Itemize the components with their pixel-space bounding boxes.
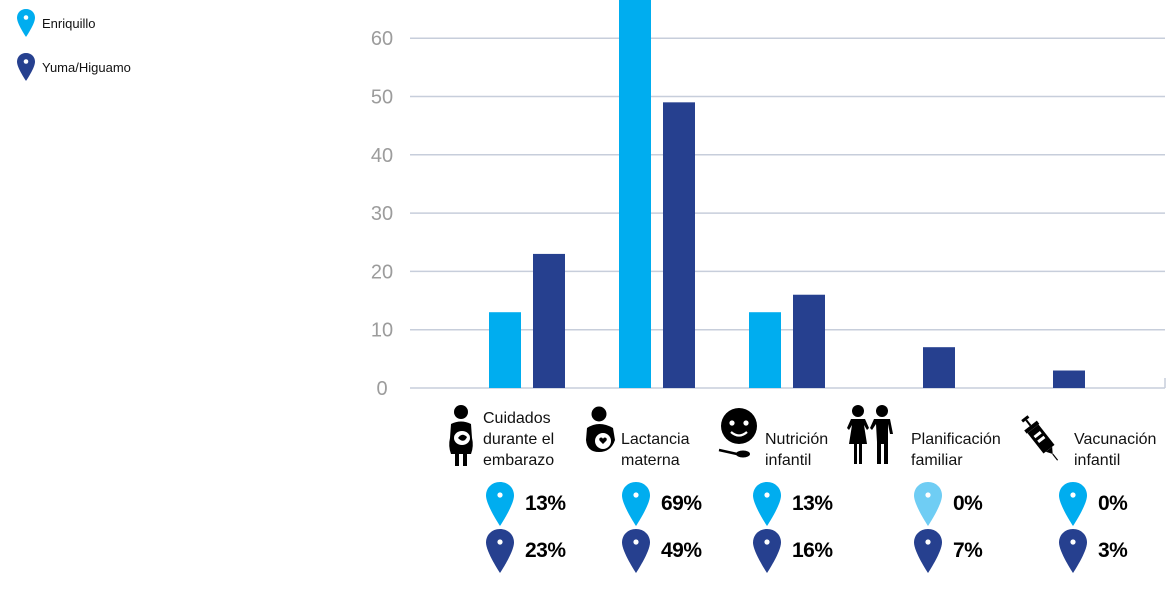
location-pin-icon xyxy=(486,482,514,526)
pct-value: 49% xyxy=(661,539,702,562)
y-tick-label: 20 xyxy=(371,261,393,283)
couple-icon xyxy=(847,405,893,464)
location-pin-icon xyxy=(914,482,942,526)
pct-enriquillo: 13% xyxy=(485,481,566,527)
pct-value: 0% xyxy=(1098,492,1128,515)
pct-enriquillo: 69% xyxy=(621,481,702,527)
category-label-line: Lactancia xyxy=(621,431,690,448)
category-vacunacion-infantil: Vacunación infantil 0% 3% xyxy=(1020,404,1170,594)
y-tick-label: 10 xyxy=(371,320,393,342)
category-label-line: infantil xyxy=(765,452,812,469)
category-label-line: embarazo xyxy=(483,452,555,469)
bar-chart: 0 10 20 30 40 50 60 xyxy=(371,0,1166,400)
bar xyxy=(793,294,825,388)
pct-value: 3% xyxy=(1098,539,1128,562)
breastfeeding-icon xyxy=(586,406,615,452)
category-label: Nutrición infantil xyxy=(765,429,828,471)
location-pin-icon xyxy=(1059,482,1087,526)
pct-yuma: 23% xyxy=(485,528,566,574)
category-label: Planificación familiar xyxy=(911,429,1001,471)
category-label: Lactancia materna xyxy=(621,429,690,471)
location-pin-icon xyxy=(753,529,781,573)
pregnant-woman-icon xyxy=(449,405,473,466)
location-pin-icon xyxy=(17,9,35,37)
pct-yuma: 7% xyxy=(913,528,983,574)
bar xyxy=(1053,370,1085,388)
category-label-line: Cuidados xyxy=(483,410,551,427)
pct-yuma: 3% xyxy=(1058,528,1128,574)
pct-yuma: 49% xyxy=(621,528,702,574)
pct-enriquillo: 0% xyxy=(913,481,983,527)
legend-item-yuma-higuamo: Yuma/Higuamo xyxy=(16,52,131,82)
pct-value: 13% xyxy=(525,492,566,515)
category-label-line: infantil xyxy=(1074,452,1121,469)
legend-item-enriquillo: Enriquillo xyxy=(16,8,131,38)
category-label-line: Planificación xyxy=(911,431,1001,448)
category-label-line: Vacunación xyxy=(1074,431,1157,448)
location-pin-icon xyxy=(486,529,514,573)
legend: Enriquillo Yuma/Higuamo xyxy=(16,8,131,96)
pct-enriquillo: 13% xyxy=(752,481,833,527)
bar xyxy=(619,0,651,388)
pct-value: 7% xyxy=(953,539,983,562)
pct-value: 69% xyxy=(661,492,702,515)
syringe-icon xyxy=(1021,415,1059,461)
child-feeding-icon xyxy=(718,408,757,458)
pct-value: 16% xyxy=(792,539,833,562)
location-pin-icon xyxy=(622,482,650,526)
category-label-line: materna xyxy=(621,452,680,469)
bar xyxy=(489,312,521,388)
legend-label: Enriquillo xyxy=(42,15,96,31)
category-label: Cuidados durante el embarazo xyxy=(483,408,554,471)
category-label: Vacunación infantil xyxy=(1074,429,1156,471)
bar xyxy=(663,102,695,388)
pct-yuma: 16% xyxy=(752,528,833,574)
bar xyxy=(749,312,781,388)
category-label-line: durante el xyxy=(483,431,555,448)
category-nutricion-infantil: Nutrición infantil 13% 16% xyxy=(715,404,845,594)
y-tick-label: 60 xyxy=(371,28,393,50)
bar xyxy=(533,253,565,388)
category-label-line: Nutrición xyxy=(765,431,829,448)
y-tick-label: 0 xyxy=(376,378,387,400)
y-tick-label: 30 xyxy=(371,203,393,225)
pct-value: 13% xyxy=(792,492,833,515)
legend-label: Yuma/Higuamo xyxy=(42,59,131,75)
pct-enriquillo: 0% xyxy=(1058,481,1128,527)
y-tick-label: 40 xyxy=(371,145,393,167)
category-label-line: familiar xyxy=(911,452,963,469)
location-pin-icon xyxy=(17,53,35,81)
category-lactancia-materna: Lactancia materna 69% 49% xyxy=(583,404,713,594)
y-tick-label: 50 xyxy=(371,87,393,109)
location-pin-icon xyxy=(753,482,781,526)
category-cuidados-embarazo: Cuidados durante el embarazo 13% 23% xyxy=(445,404,575,594)
location-pin-icon xyxy=(914,529,942,573)
location-pin-icon xyxy=(622,529,650,573)
pct-value: 23% xyxy=(525,539,566,562)
bar xyxy=(923,347,955,388)
pct-value: 0% xyxy=(953,492,983,515)
category-planificacion-familiar: Planificación familiar 0% 7% xyxy=(845,404,1015,594)
location-pin-icon xyxy=(1059,529,1087,573)
